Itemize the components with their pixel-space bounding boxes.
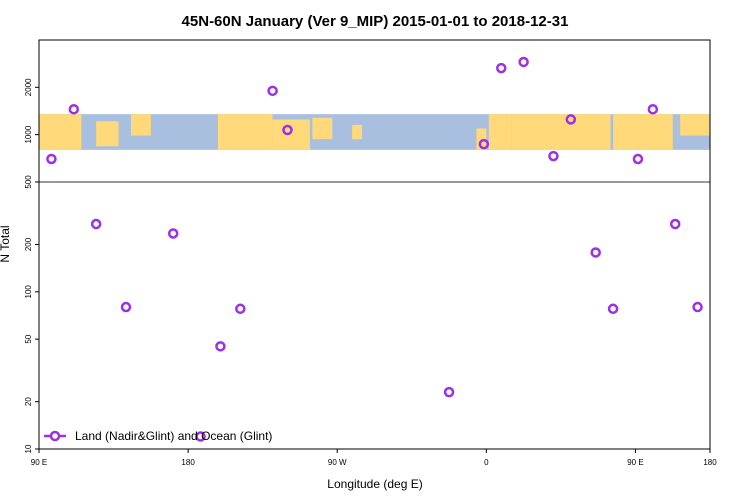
land-mass: [613, 114, 673, 150]
data-point: [607, 303, 619, 315]
legend: Land (Nadir&Glint) and Ocean (Glint): [44, 429, 272, 443]
land-mass: [488, 114, 512, 150]
data-point: [215, 341, 226, 352]
data-point: [90, 218, 102, 230]
y-tick-label: 200: [24, 237, 33, 251]
y-tick-label: 2000: [24, 78, 33, 96]
chart-title: 45N-60N January (Ver 9_MIP) 2015-01-01 t…: [182, 13, 569, 30]
x-tick-label: 90 E: [31, 458, 47, 467]
data-point: [443, 386, 455, 398]
x-axis-label: Longitude (deg E): [327, 477, 422, 491]
y-axis-label: N Total: [0, 225, 12, 262]
data-point: [195, 431, 206, 442]
data-point: [68, 104, 80, 115]
data-point: [518, 56, 529, 68]
land-mass: [96, 121, 119, 147]
x-axis: 90 E 180 90 W 0 90 E 180: [31, 449, 717, 467]
land-mass: [130, 114, 151, 136]
data-point: [632, 153, 644, 165]
legend-label: Land (Nadir&Glint) and Ocean (Glint): [75, 429, 272, 443]
land-mass: [476, 128, 487, 150]
data-point: [647, 104, 659, 115]
legend-marker: [49, 430, 61, 442]
y-axis: 10 20 50 100 200 500 1000 2000: [24, 78, 39, 453]
data-point: [669, 218, 681, 230]
y-tick-label: 500: [24, 175, 33, 189]
x-tick-label: 90 E: [627, 458, 643, 467]
data-point: [495, 62, 507, 74]
map-land: [39, 114, 710, 150]
data-point: [46, 153, 57, 165]
x-tick-label: 0: [484, 458, 489, 467]
land-mass: [39, 114, 82, 150]
data-point: [478, 138, 490, 150]
map-strip: [39, 114, 710, 150]
y-tick-label: 20: [24, 397, 33, 406]
land-mass: [312, 117, 333, 140]
plot-background: [39, 40, 710, 449]
y-tick-label: 1000: [24, 125, 33, 143]
y-tick-label: 10: [24, 444, 33, 453]
land-mass: [511, 114, 611, 150]
data-point: [267, 85, 278, 97]
x-tick-label: 180: [181, 458, 195, 467]
data-point: [548, 150, 559, 162]
data-point: [282, 124, 293, 136]
plot-area: [38, 39, 711, 450]
data-points: [46, 56, 703, 442]
data-point: [565, 114, 577, 125]
y-tick-label: 50: [24, 334, 33, 343]
land-mass: [680, 114, 710, 136]
land-mass: [272, 119, 310, 150]
data-point: [167, 228, 179, 239]
x-tick-label: 180: [703, 458, 717, 467]
land-mass: [352, 124, 363, 140]
data-point: [235, 303, 246, 315]
data-point: [590, 247, 601, 258]
y-tick-label: 100: [24, 285, 33, 299]
x-tick-label: 90 W: [328, 458, 347, 467]
data-point: [692, 301, 703, 313]
data-point: [120, 301, 132, 313]
land-mass: [217, 114, 273, 150]
